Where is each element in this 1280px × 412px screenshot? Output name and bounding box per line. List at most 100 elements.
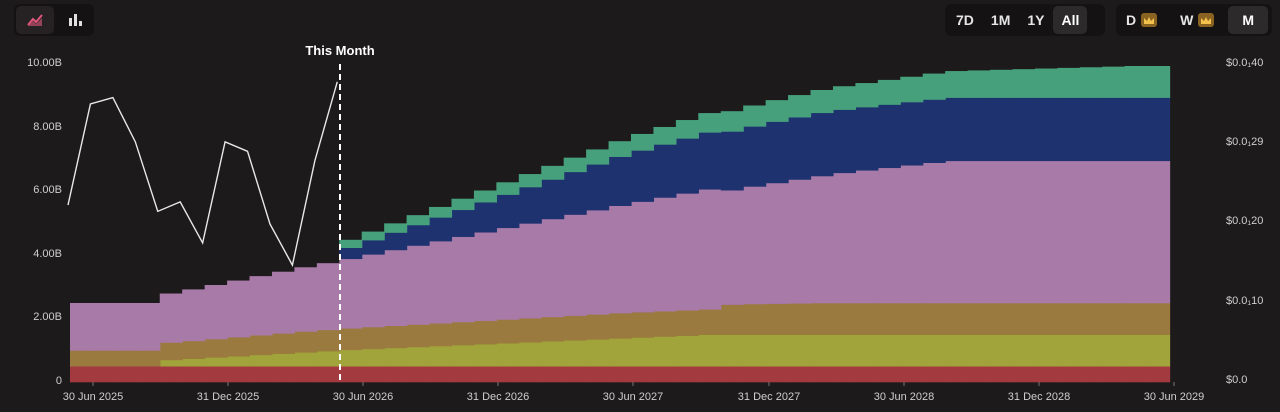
crown-icon [1198, 13, 1215, 27]
y-tick-label-right: $0.0₁10 [1226, 295, 1264, 307]
area-segment-green [563, 157, 587, 173]
interval-d-button[interactable]: D [1119, 6, 1164, 34]
area-segment-olive [451, 345, 475, 367]
area-segment-green [429, 206, 453, 218]
area-segment-red [855, 366, 879, 383]
area-segment-pink [945, 160, 969, 304]
area-segment-pink [114, 303, 138, 351]
interval-w-label: W [1180, 12, 1194, 28]
area-segment-green [586, 149, 610, 165]
area-segment-brown [361, 327, 385, 350]
area-segment-green [1147, 66, 1171, 98]
area-segment-olive [990, 334, 1014, 367]
x-tick-label: 30 Jun 2029 [1143, 391, 1205, 403]
area-segment-pink [249, 276, 273, 336]
area-segment-brown [788, 303, 812, 335]
area-segment-olive [1057, 334, 1081, 367]
area-segment-pink [631, 201, 655, 313]
area-segment-olive [1102, 334, 1126, 367]
area-segment-red [137, 366, 161, 383]
area-segment-green [631, 133, 655, 151]
this-month-label: This Month [305, 43, 375, 58]
area-segment-green [406, 215, 430, 226]
area-segment-brown [541, 316, 565, 342]
area-segment-brown [496, 319, 520, 344]
y-tick-label-right: $0.0 [1226, 374, 1248, 386]
area-segment-brown [473, 320, 497, 345]
area-segment-red [1124, 366, 1148, 383]
area-segment-olive [541, 341, 565, 367]
area-segment-navy [720, 131, 744, 191]
interval-w-button[interactable]: W [1173, 6, 1221, 34]
area-segment-navy [429, 217, 453, 242]
area-segment-red [204, 366, 228, 383]
area-segment-red [990, 366, 1014, 383]
area-segment-pink [855, 170, 879, 304]
area-segment-red [1012, 366, 1036, 383]
area-segment-olive [429, 345, 453, 367]
area-segment-green [832, 86, 856, 110]
area-segment-pink [653, 197, 677, 312]
area-segment-brown [271, 333, 295, 354]
y-tick-label-left: 2.00B [33, 311, 62, 323]
area-segment-green [1102, 66, 1126, 98]
range-7d-button[interactable]: 7D [956, 12, 974, 28]
area-segment-navy [810, 112, 834, 177]
area-segment-red [182, 366, 206, 383]
area-segment-brown [137, 350, 161, 367]
area-segment-pink [496, 227, 520, 320]
bar-chart-button[interactable] [56, 6, 94, 34]
area-segment-brown [339, 328, 363, 351]
x-tick-label: 31 Dec 2025 [196, 391, 260, 403]
area-segment-pink [1079, 160, 1103, 304]
area-segment-red [631, 366, 655, 383]
area-segment-brown [384, 325, 408, 349]
area-segment-green [1034, 68, 1058, 98]
x-tick-label: 30 Jun 2027 [602, 391, 664, 403]
area-segment-olive [339, 349, 363, 367]
area-segment-green [810, 90, 834, 114]
area-segment-red [1079, 366, 1103, 383]
area-segment-olive [473, 344, 497, 367]
area-segment-pink [227, 280, 251, 338]
range-1y-button[interactable]: 1Y [1027, 12, 1045, 28]
area-segment-olive [653, 336, 677, 367]
area-segment-navy [631, 150, 655, 202]
area-segment-brown [249, 335, 273, 356]
area-segment-olive [316, 351, 340, 367]
area-segment-pink [586, 210, 610, 315]
area-segment-olive [271, 353, 295, 367]
area-chart-button[interactable] [16, 6, 54, 34]
area-segment-navy [1147, 97, 1171, 162]
area-segment-brown [429, 323, 453, 347]
area-segment-red [1102, 366, 1126, 383]
price-line [67, 81, 338, 268]
area-segment-pink [406, 245, 430, 325]
area-segment-pink [720, 190, 744, 305]
area-segment-brown [765, 303, 789, 335]
area-segment-olive [1079, 334, 1103, 367]
range-1m-button[interactable]: 1M [990, 12, 1011, 28]
range-all-button[interactable]: All [1053, 6, 1088, 34]
area-segment-olive [204, 357, 228, 367]
area-segment-red [473, 366, 497, 383]
area-segment-red [1057, 366, 1081, 383]
area-segment-pink [765, 182, 789, 304]
y-tick-label-left: 6.00B [33, 184, 62, 196]
area-segment-navy [518, 187, 542, 224]
interval-m-button[interactable]: M [1228, 6, 1268, 34]
area-segment-green [1124, 66, 1148, 98]
area-segment-pink [204, 284, 228, 340]
area-segment-pink [743, 186, 767, 305]
area-segment-navy [698, 132, 722, 190]
area-segment-red [294, 366, 318, 383]
area-segment-green [945, 71, 969, 98]
area-segment-pink [182, 289, 206, 342]
area-segment-navy [855, 107, 879, 171]
area-segment-pink [429, 241, 453, 324]
area-segment-navy [900, 102, 924, 166]
area-segment-pink [922, 162, 946, 304]
area-segment-brown [877, 303, 901, 335]
area-segment-pink [1147, 160, 1171, 304]
area-segment-olive [182, 358, 206, 367]
